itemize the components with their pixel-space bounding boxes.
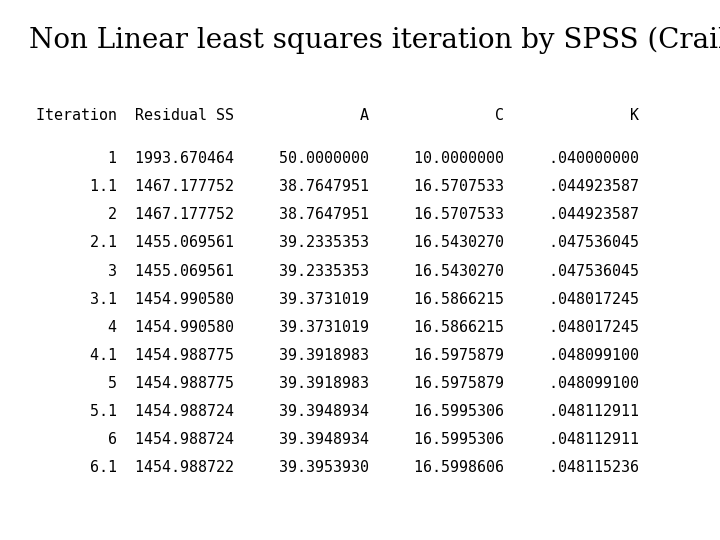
- Text: 3  1455.069561     39.2335353     16.5430270     .047536045: 3 1455.069561 39.2335353 16.5430270 .047…: [36, 264, 639, 279]
- Text: 5.1  1454.988724     39.3948934     16.5995306     .048112911: 5.1 1454.988724 39.3948934 16.5995306 .0…: [36, 404, 639, 419]
- Text: Iteration  Residual SS              A              C              K: Iteration Residual SS A C K: [36, 108, 639, 123]
- Text: 4.1  1454.988775     39.3918983     16.5975879     .048099100: 4.1 1454.988775 39.3918983 16.5975879 .0…: [36, 348, 639, 363]
- Text: 5  1454.988775     39.3918983     16.5975879     .048099100: 5 1454.988775 39.3918983 16.5975879 .048…: [36, 376, 639, 391]
- Text: 6.1  1454.988722     39.3953930     16.5998606     .048115236: 6.1 1454.988722 39.3953930 16.5998606 .0…: [36, 460, 639, 475]
- Text: 1  1993.670464     50.0000000     10.0000000     .040000000: 1 1993.670464 50.0000000 10.0000000 .040…: [36, 151, 639, 166]
- Text: 2  1467.177752     38.7647951     16.5707533     .044923587: 2 1467.177752 38.7647951 16.5707533 .044…: [36, 207, 639, 222]
- Text: 6  1454.988724     39.3948934     16.5995306     .048112911: 6 1454.988724 39.3948934 16.5995306 .048…: [36, 432, 639, 447]
- Text: 1.1  1467.177752     38.7647951     16.5707533     .044923587: 1.1 1467.177752 38.7647951 16.5707533 .0…: [36, 179, 639, 194]
- Text: 3.1  1454.990580     39.3731019     16.5866215     .048017245: 3.1 1454.990580 39.3731019 16.5866215 .0…: [36, 292, 639, 307]
- Text: 2.1  1455.069561     39.2335353     16.5430270     .047536045: 2.1 1455.069561 39.2335353 16.5430270 .0…: [36, 235, 639, 251]
- Text: Non Linear least squares iteration by SPSS (Craik): Non Linear least squares iteration by SP…: [29, 27, 720, 55]
- Text: 4  1454.990580     39.3731019     16.5866215     .048017245: 4 1454.990580 39.3731019 16.5866215 .048…: [36, 320, 639, 335]
